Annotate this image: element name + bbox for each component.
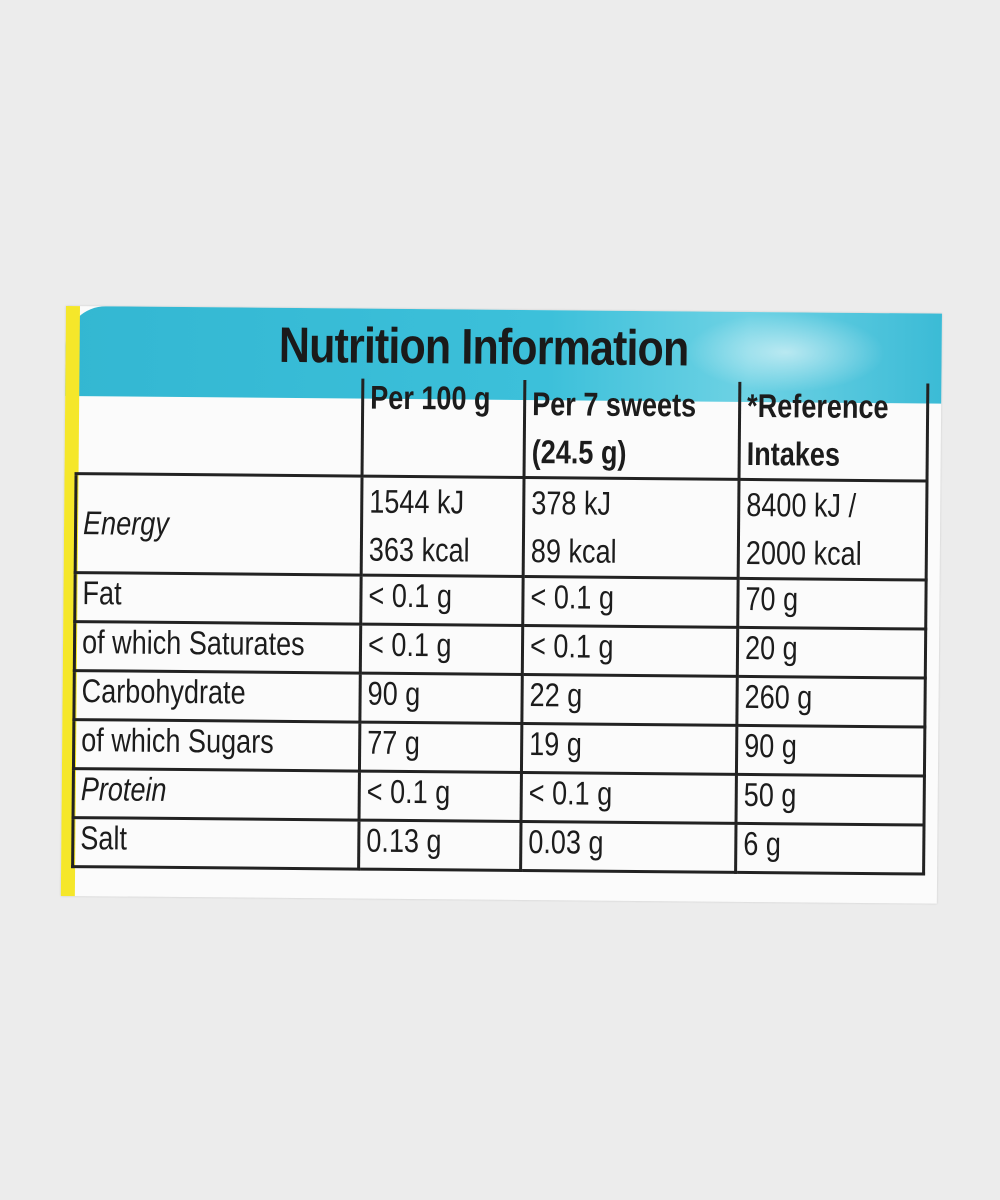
energy-row: Energy 1544 kJ 363 kcal 378 kJ 89 kcal 8… bbox=[75, 473, 927, 581]
header-blank-cell bbox=[76, 376, 364, 477]
nutrient-row-salt: Salt 0.13 g 0.03 g 6 g bbox=[72, 817, 924, 875]
nutrient-row-fat: Fat < 0.1 g < 0.1 g 70 g bbox=[74, 572, 926, 630]
energy-label: Energy bbox=[75, 473, 363, 576]
value-reference: 50 g bbox=[736, 774, 925, 826]
nutrient-label: of which Sugars bbox=[73, 719, 361, 772]
value-per-100g: 77 g bbox=[359, 722, 523, 773]
value-reference: 20 g bbox=[737, 627, 926, 679]
nutrient-label: of which Saturates bbox=[74, 621, 362, 674]
value-per-100g: < 0.1 g bbox=[359, 771, 522, 822]
value-per-serving: < 0.1 g bbox=[522, 625, 738, 677]
value-per-100g: 90 g bbox=[360, 673, 523, 724]
value-per-serving: < 0.1 g bbox=[522, 576, 739, 628]
value-reference: 70 g bbox=[737, 578, 926, 630]
nutrient-row-carbohydrate: Carbohydrate 90 g 22 g 260 g bbox=[73, 670, 925, 728]
col-header-per-100g: Per 100 g bbox=[362, 378, 526, 478]
col-header-per-serving: Per 7 sweets (24.5 g) bbox=[524, 380, 741, 480]
nutrient-row-protein: Protein < 0.1 g < 0.1 g 50 g bbox=[73, 768, 925, 826]
value-reference: 260 g bbox=[737, 676, 925, 728]
value-per-100g: < 0.1 g bbox=[360, 624, 523, 675]
nutrient-label: Fat bbox=[74, 572, 362, 625]
value-per-serving: 22 g bbox=[522, 674, 738, 726]
value-per-100g: 0.13 g bbox=[359, 820, 522, 871]
nutrition-table: Per 100 g Per 7 sweets (24.5 g) *Referen… bbox=[71, 376, 929, 875]
col-header-reference-intakes: *Reference Intakes bbox=[739, 381, 928, 482]
value-per-serving: 19 g bbox=[521, 723, 738, 775]
header-row: Per 100 g Per 7 sweets (24.5 g) *Referen… bbox=[76, 376, 928, 482]
nutrient-label: Protein bbox=[73, 768, 360, 821]
value-reference: 90 g bbox=[736, 725, 925, 777]
nutrient-label: Salt bbox=[72, 817, 360, 870]
nutrition-label: Nutrition Information Per 100 g Per 7 sw… bbox=[60, 306, 942, 904]
value-per-serving: < 0.1 g bbox=[521, 772, 737, 824]
value-reference: 6 g bbox=[735, 823, 924, 875]
energy-reference: 8400 kJ / 2000 kcal bbox=[738, 479, 927, 581]
value-per-100g: < 0.1 g bbox=[361, 575, 524, 626]
nutrient-row-sugars: of which Sugars 77 g 19 g 90 g bbox=[73, 719, 925, 777]
energy-per-100g: 1544 kJ 363 kcal bbox=[361, 476, 525, 577]
label-title: Nutrition Information bbox=[278, 316, 689, 377]
nutrient-row-saturates: of which Saturates < 0.1 g < 0.1 g 20 g bbox=[74, 621, 926, 679]
energy-per-serving: 378 kJ 89 kcal bbox=[523, 477, 740, 579]
value-per-serving: 0.03 g bbox=[520, 821, 737, 873]
nutrient-label: Carbohydrate bbox=[73, 670, 361, 723]
